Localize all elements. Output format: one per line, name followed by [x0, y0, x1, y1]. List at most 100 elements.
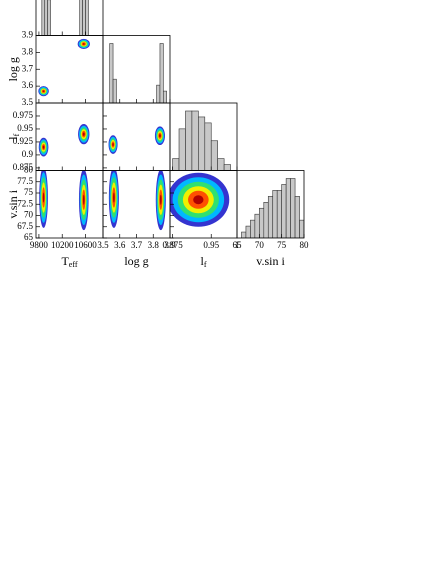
x-tick-label: 65 [233, 240, 243, 250]
hist-bar [223, 164, 231, 171]
hist-bar [41, 0, 46, 36]
hist-bar [159, 43, 164, 103]
y-tick-label: 72.5 [17, 198, 33, 208]
y-tick-label: 0.9 [22, 149, 34, 159]
panel-content [109, 43, 167, 103]
x-tick-label: 3.5 [97, 240, 109, 250]
panel-content [170, 172, 230, 227]
hist-bar [281, 184, 287, 238]
density-contour [82, 194, 85, 205]
x-tick-label: 80 [300, 240, 310, 250]
hist-bar [79, 0, 83, 36]
density-contour [112, 142, 114, 147]
density-contour [113, 192, 115, 203]
x-tick-label: 0.95 [203, 240, 219, 250]
hist-bar [112, 78, 117, 103]
y-tick-label: 0.875 [13, 162, 34, 172]
hist-bar [245, 225, 251, 238]
hist-bar [285, 178, 291, 238]
panel [35, 170, 104, 239]
y-tick-label: 67.5 [17, 221, 33, 231]
panel-content [172, 110, 231, 171]
panel-content [41, 0, 89, 36]
panel [35, 102, 104, 171]
panel-content [241, 178, 304, 238]
density-contour [159, 194, 162, 205]
hist-bar [82, 0, 86, 36]
panel [236, 170, 305, 239]
hist-bar [210, 140, 218, 171]
hist-bar [263, 202, 269, 238]
hist-bar [272, 190, 278, 238]
x-tick-label: 0.875 [162, 240, 183, 250]
panel [102, 35, 171, 104]
panel [102, 170, 171, 239]
hist-bar [109, 43, 114, 103]
y-tick-label: 75 [24, 187, 34, 197]
label-text: log g [124, 254, 148, 268]
x-tick-label: 9800 [30, 240, 49, 250]
y-axis-label: lf [6, 133, 21, 139]
y-tick-label: 0.925 [13, 136, 34, 146]
hist-bar [259, 207, 265, 238]
label-text: v.sin i [6, 189, 20, 218]
panel [102, 102, 171, 171]
panel-frame [236, 170, 305, 239]
panel [169, 170, 238, 239]
hist-bar [47, 0, 51, 36]
panel [35, 0, 104, 36]
x-tick-label: 10600 [74, 240, 97, 250]
x-axis-label: lf [200, 254, 206, 269]
y-tick-label: 3.5 [22, 97, 34, 107]
hist-bar [241, 231, 247, 238]
density-contour [42, 90, 45, 93]
x-axis-label: Teff [61, 254, 77, 269]
density-contour [82, 43, 85, 45]
x-axis-label: v.sin i [256, 254, 285, 268]
label-text: l [6, 136, 20, 140]
label-text: T [61, 254, 69, 268]
y-axis-label: v.sin i [6, 189, 20, 218]
y-tick-label: 3.9 [22, 30, 34, 40]
hist-bar [185, 110, 193, 171]
x-tick-label: 75 [277, 240, 287, 250]
x-tick-label: 3.7 [131, 240, 143, 250]
hist-bar [294, 196, 300, 238]
hist-bar [290, 178, 296, 238]
label-text: v.sin i [256, 254, 285, 268]
density-contour [42, 192, 45, 203]
hist-bar [172, 158, 180, 171]
hist-bar [267, 196, 274, 238]
label-sub: f [12, 133, 21, 136]
density-contour [42, 145, 45, 149]
x-tick-label: 3.8 [148, 240, 160, 250]
y-tick-label: 3.7 [22, 63, 34, 73]
label-sub: eff [69, 260, 78, 269]
x-tick-label: 70 [255, 240, 265, 250]
density-contour [82, 132, 85, 136]
hist-bar [254, 213, 260, 238]
hist-bar [250, 219, 256, 238]
hist-bar [85, 0, 89, 36]
panel-content [39, 170, 89, 231]
panel [35, 35, 104, 104]
hist-bar [191, 110, 199, 171]
y-axis-label: log g [6, 57, 20, 81]
y-tick-label: 80 [24, 165, 34, 175]
x-tick-label: 3.6 [114, 240, 126, 250]
hist-bar [204, 122, 212, 171]
y-tick-label: 3.8 [22, 46, 34, 56]
panel [169, 102, 238, 171]
x-tick-label: 3.9 [164, 240, 176, 250]
label-text: l [200, 254, 204, 268]
hist-bar [198, 116, 206, 171]
y-tick-label: 77.5 [17, 176, 33, 186]
label-text: log g [6, 57, 20, 81]
hist-bar [44, 0, 48, 36]
hist-bar [178, 128, 186, 171]
y-tick-label: 0.95 [17, 123, 33, 133]
hist-bar [156, 84, 161, 103]
density-contour [193, 195, 204, 205]
y-tick-label: 0.975 [13, 110, 34, 120]
